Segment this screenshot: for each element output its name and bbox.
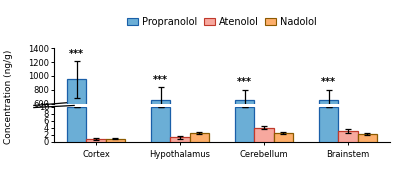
Bar <box>151 106 170 142</box>
Bar <box>86 139 106 142</box>
Bar <box>319 106 338 142</box>
Bar <box>254 128 274 142</box>
Bar <box>274 133 293 142</box>
Bar <box>235 100 254 146</box>
Bar <box>190 133 209 142</box>
Bar <box>358 134 377 142</box>
Bar <box>151 100 170 146</box>
Legend: Propranolol, Atenolol, Nadolol: Propranolol, Atenolol, Nadolol <box>127 17 317 27</box>
Bar <box>338 145 358 146</box>
Text: ***: *** <box>69 49 84 59</box>
Bar <box>338 131 358 142</box>
Text: Concentration (ng/g): Concentration (ng/g) <box>4 49 13 143</box>
Text: ***: *** <box>321 77 336 87</box>
Text: ***: *** <box>153 75 168 85</box>
Bar <box>67 106 86 142</box>
Bar <box>170 137 190 142</box>
Text: ***: *** <box>237 77 252 87</box>
Bar <box>67 79 86 146</box>
Bar <box>319 100 338 146</box>
Bar <box>235 106 254 142</box>
Bar <box>254 145 274 146</box>
Bar <box>106 139 125 142</box>
Bar <box>274 145 293 146</box>
